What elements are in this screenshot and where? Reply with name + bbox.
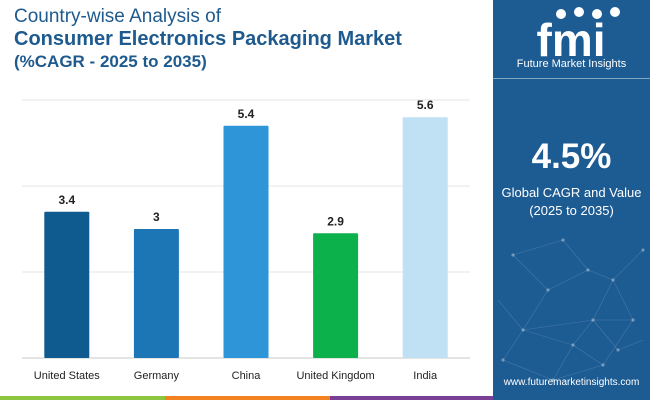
- bar-united-states: [44, 211, 90, 358]
- data-label: 5.4: [238, 107, 255, 121]
- title-line-1: Country-wise Analysis of: [14, 6, 221, 27]
- panel-divider: [493, 78, 650, 79]
- stripe-segment: [330, 396, 493, 400]
- website-link[interactable]: www.futuremarketinsights.com: [503, 377, 640, 388]
- logo-icons: [556, 7, 620, 19]
- title-line-2: Consumer Electronics Packaging Market: [14, 28, 402, 50]
- summary-panel: fmi Future Market Insights 4.5% Global C…: [493, 0, 650, 400]
- x-tick-label: United States: [34, 370, 101, 382]
- bar-china: [223, 125, 269, 358]
- logo-wordmark: fmi: [537, 14, 606, 60]
- global-cagr-label: Global CAGR and Value (2025 to 2035): [493, 184, 650, 220]
- stripe-segment: [0, 396, 165, 400]
- cagr-label-line-1: Global CAGR and Value: [501, 185, 642, 200]
- chart-title: Country-wise Analysis of Consumer Electr…: [14, 6, 402, 73]
- global-cagr-value: 4.5%: [531, 137, 612, 176]
- bar-united-kingdom: [313, 233, 359, 358]
- data-label: 5.6: [417, 98, 434, 112]
- fmi-logo: fmi: [537, 7, 620, 60]
- x-tick-label: China: [232, 370, 262, 382]
- x-tick-label: United Kingdom: [296, 370, 374, 382]
- brand-name: Future Market Insights: [516, 58, 627, 70]
- data-label: 2.9: [327, 214, 344, 228]
- bar-chart: 3.4 United States 3 Germany 5.4 China 2.9 Unite…: [22, 98, 470, 382]
- cagr-label-line-2: (2025 to 2035): [529, 203, 614, 218]
- data-label: 3: [153, 210, 160, 224]
- bar-germany: [133, 229, 179, 358]
- title-line-3: (%CAGR - 2025 to 2035): [14, 52, 207, 71]
- bar-india: [402, 117, 448, 358]
- x-tick-label: India: [413, 370, 438, 382]
- data-label: 3.4: [58, 193, 75, 207]
- stripe-segment: [165, 396, 330, 400]
- network-pattern: [497, 238, 645, 382]
- stripe-segment: [493, 396, 650, 400]
- x-tick-label: Germany: [134, 370, 180, 382]
